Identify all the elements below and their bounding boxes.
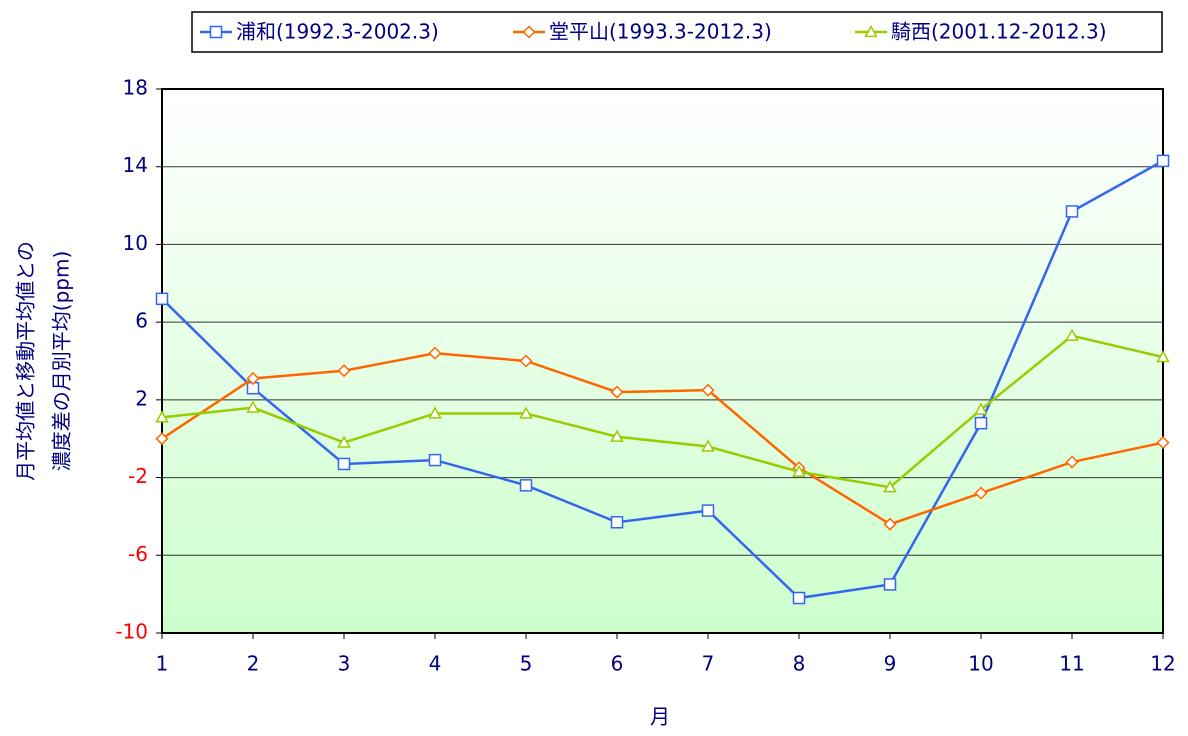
- marker: [209, 25, 223, 39]
- x-tick-label: 3: [338, 652, 351, 676]
- y-tick-label: 6: [135, 309, 148, 333]
- marker: [246, 400, 260, 413]
- marker: [974, 402, 988, 415]
- y-tick-label: -6: [128, 542, 148, 566]
- y-tick-label: 14: [123, 153, 148, 177]
- x-tick-label: 2: [247, 652, 260, 676]
- plot-background: [162, 89, 1163, 633]
- x-tick-label: 5: [520, 652, 533, 676]
- marker: [610, 429, 624, 442]
- marker: [1156, 154, 1170, 168]
- marker: [522, 25, 536, 39]
- legend-label: 騎西(2001.12-2012.3): [891, 20, 1107, 44]
- marker: [1156, 350, 1170, 363]
- x-tick-label: 1: [156, 652, 169, 676]
- x-tick-label: 9: [884, 652, 897, 676]
- marker: [974, 486, 988, 500]
- marker: [883, 480, 897, 493]
- y-tick-label: -2: [128, 464, 148, 488]
- x-tick-label: 10: [968, 652, 993, 676]
- marker: [1065, 328, 1079, 341]
- marker: [883, 578, 897, 591]
- marker: [428, 346, 442, 360]
- x-tick-label: 7: [702, 652, 715, 676]
- marker: [974, 416, 988, 430]
- marker: [337, 364, 351, 378]
- marker: [701, 383, 715, 397]
- legend-label: 浦和(1992.3-2002.3): [236, 20, 439, 44]
- marker: [701, 439, 715, 452]
- marker: [1065, 455, 1079, 469]
- marker: [792, 591, 806, 605]
- marker: [792, 464, 806, 477]
- legend-label: 堂平山(1993.3-2012.3): [549, 20, 772, 44]
- x-tick-label: 12: [1150, 652, 1175, 676]
- y-axis-label: 月平均値と移動平均値との: [14, 241, 38, 481]
- marker: [701, 504, 715, 517]
- y-tick-label: 10: [123, 231, 148, 255]
- marker: [337, 457, 351, 471]
- marker: [1065, 205, 1079, 218]
- series-line: [161, 351, 1164, 526]
- x-axis-label: 月: [650, 705, 670, 729]
- marker: [337, 435, 351, 448]
- marker: [155, 410, 169, 423]
- x-tick-label: 8: [793, 652, 806, 676]
- marker: [428, 406, 442, 419]
- x-tick-label: 6: [611, 652, 624, 676]
- marker: [428, 453, 442, 467]
- marker: [519, 354, 533, 368]
- x-tick-label: 4: [429, 652, 442, 676]
- series-line: [161, 159, 1164, 600]
- marker: [246, 371, 260, 386]
- marker: [519, 479, 533, 492]
- legend-box: [191, 11, 1163, 53]
- marker: [864, 24, 878, 38]
- series-line: [161, 334, 1164, 489]
- marker: [883, 517, 897, 531]
- marker: [610, 516, 624, 529]
- marker: [610, 385, 624, 399]
- y-tick-label: -10: [115, 620, 148, 644]
- marker: [519, 406, 533, 419]
- x-tick-label: 11: [1059, 652, 1084, 676]
- y-axis-label: 濃度差の月別平均(ppm): [50, 251, 74, 471]
- marker: [155, 292, 169, 306]
- marker: [155, 432, 169, 446]
- marker: [1156, 436, 1170, 450]
- y-tick-label: 2: [135, 386, 148, 410]
- y-tick-label: 18: [123, 76, 148, 100]
